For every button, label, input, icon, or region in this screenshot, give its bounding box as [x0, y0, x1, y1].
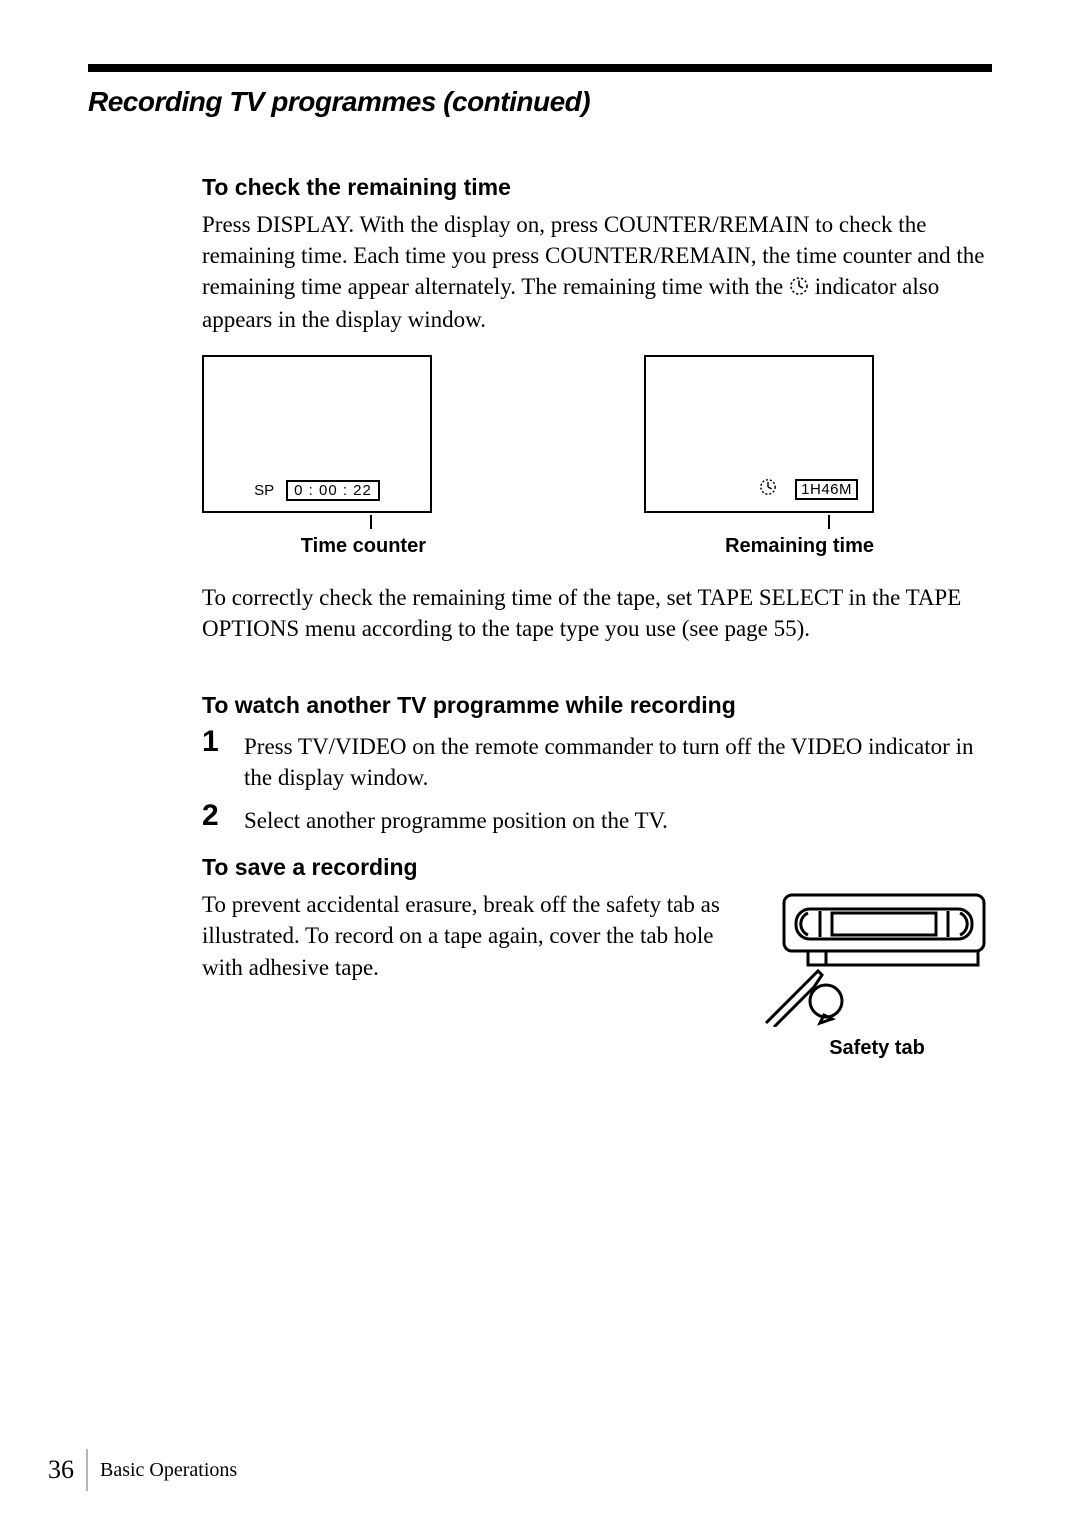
display-right-label: Remaining time [725, 535, 874, 558]
page-title: Recording TV programmes (continued) [88, 86, 992, 118]
display-left-readout: SP 0 : 00 : 22 [204, 480, 430, 501]
footer-section: Basic Operations [100, 1459, 237, 1482]
clock-icon [759, 478, 777, 501]
display-right-value: 1H46M [795, 479, 858, 500]
body-check-remaining: Press DISPLAY. With the display on, pres… [202, 209, 992, 335]
heading-watch-another: To watch another TV programme while reco… [202, 692, 992, 719]
page: Recording TV programmes (continued) To c… [0, 0, 1080, 1533]
clock-icon [789, 273, 809, 304]
heading-check-remaining: To check the remaining time [202, 174, 992, 201]
step-text: Press TV/VIDEO on the remote commander t… [244, 727, 992, 793]
display-left-tick [370, 515, 372, 529]
page-number: 36 [48, 1455, 74, 1485]
display-left-sp: SP [254, 482, 274, 499]
heading-save-recording: To save a recording [202, 854, 992, 881]
content-block: To check the remaining time Press DISPLA… [202, 174, 992, 1060]
step-row: 2 Select another programme position on t… [202, 801, 992, 836]
step-number: 2 [202, 801, 224, 831]
save-text: To prevent accidental erasure, break off… [202, 889, 730, 982]
cassette-icon [762, 889, 992, 1027]
display-right-tick [828, 515, 830, 529]
display-left-value: 0 : 00 : 22 [286, 480, 380, 501]
display-right-col: 1H46M Remaining time [644, 355, 874, 558]
display-left-col: SP 0 : 00 : 22 Time counter [202, 355, 432, 558]
save-row: To prevent accidental erasure, break off… [202, 889, 992, 1060]
safety-tab-label: Safety tab [829, 1037, 925, 1060]
top-rule [88, 64, 992, 72]
step-number: 1 [202, 727, 224, 757]
step-row: 1 Press TV/VIDEO on the remote commander… [202, 727, 992, 793]
body-check-note: To correctly check the remaining time of… [202, 582, 992, 644]
step-text: Select another programme position on the… [244, 801, 992, 836]
display-right-readout: 1H46M [759, 478, 858, 501]
body-save: To prevent accidental erasure, break off… [202, 889, 730, 982]
page-footer: 36 Basic Operations [48, 1449, 237, 1491]
display-left-box: SP 0 : 00 : 22 [202, 355, 432, 513]
footer-separator [86, 1449, 88, 1491]
safety-tab-figure: Safety tab [762, 889, 992, 1060]
display-figures: SP 0 : 00 : 22 Time counter [202, 355, 992, 558]
display-right-box: 1H46M [644, 355, 874, 513]
display-left-label: Time counter [301, 535, 426, 558]
steps-watch: 1 Press TV/VIDEO on the remote commander… [202, 727, 992, 836]
